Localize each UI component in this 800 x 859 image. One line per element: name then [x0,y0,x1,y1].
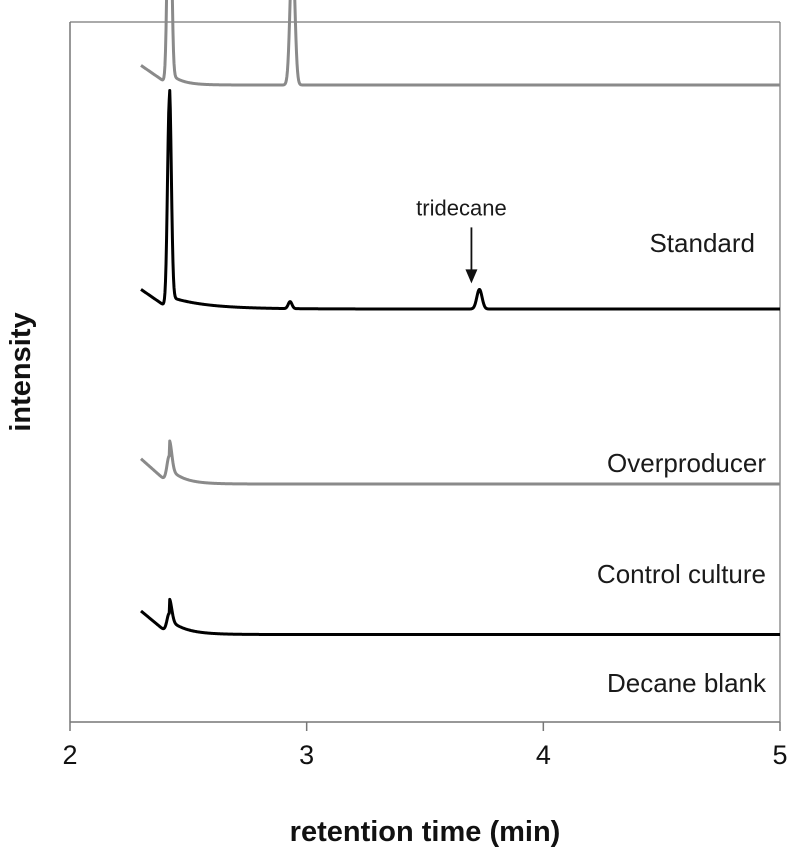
peak-label: tridecane [416,195,507,220]
series-label: Overproducer [607,448,766,478]
series-label: Decane blank [607,668,767,698]
y-axis-title: intensity [5,312,37,431]
x-tick-label: 5 [772,740,787,770]
x-tick-label: 4 [536,740,551,770]
series-label: Control culture [597,559,766,589]
trace-line-3 [140,597,781,636]
x-axis-title: retention time (min) [290,816,561,848]
trace-labels: Standard Overproducer Control culture Decan… [597,228,767,698]
peak-annotations: undecanedodecanetridecane [416,195,507,284]
series-label: Standard [649,228,755,258]
x-tick-label: 2 [62,740,77,770]
arrow-head [465,269,478,284]
trace-line-2 [140,439,781,486]
trace-line-1 [140,89,781,311]
plot-frame [69,21,781,723]
trace-line-0 [140,0,781,87]
chromatogram-traces [140,0,781,636]
x-axis-ticks: 2 3 4 5 [62,722,788,770]
x-tick-label: 3 [299,740,314,770]
